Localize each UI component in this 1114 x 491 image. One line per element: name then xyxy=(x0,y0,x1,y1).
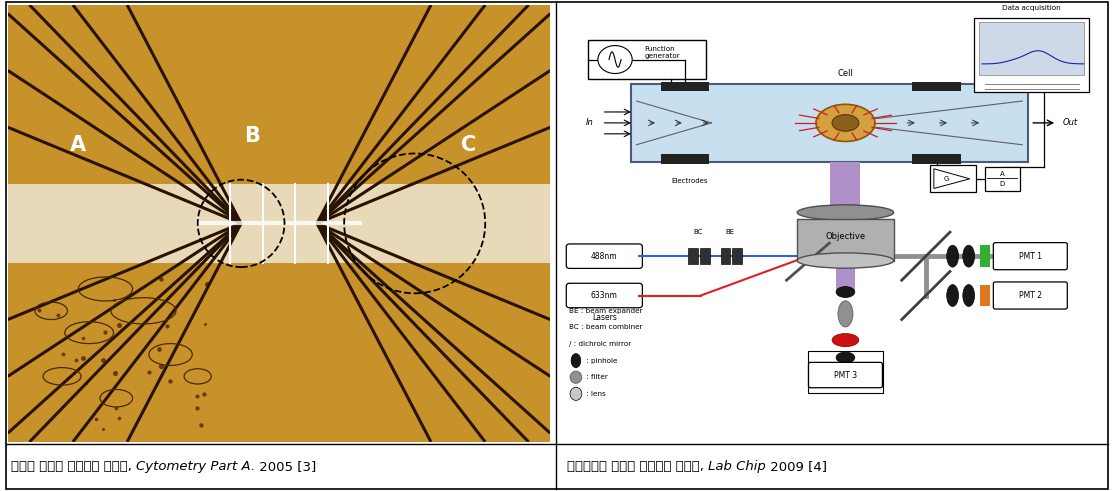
Ellipse shape xyxy=(832,333,859,347)
Bar xyxy=(661,154,709,164)
Text: G: G xyxy=(944,176,949,182)
Bar xyxy=(979,23,1084,75)
Bar xyxy=(830,162,860,213)
Polygon shape xyxy=(934,169,970,189)
Text: PMT 3: PMT 3 xyxy=(834,371,857,380)
Text: C: C xyxy=(461,135,477,155)
Text: B: B xyxy=(244,126,260,146)
Ellipse shape xyxy=(947,285,958,306)
Bar xyxy=(798,219,893,261)
Ellipse shape xyxy=(571,354,580,368)
Ellipse shape xyxy=(837,287,854,298)
Bar xyxy=(974,18,1089,92)
Text: 2005 [3]: 2005 [3] xyxy=(255,460,316,473)
Ellipse shape xyxy=(570,371,582,383)
Text: / : dichroic mirror: / : dichroic mirror xyxy=(569,341,632,347)
Text: 633nm: 633nm xyxy=(590,291,618,300)
Ellipse shape xyxy=(798,253,893,268)
FancyBboxPatch shape xyxy=(929,165,976,192)
Text: A: A xyxy=(999,171,1005,177)
Ellipse shape xyxy=(798,205,893,220)
Ellipse shape xyxy=(962,246,975,267)
Ellipse shape xyxy=(962,285,975,306)
Circle shape xyxy=(598,46,632,74)
Text: 비표지 방식의 유핵세포 분석칩,: 비표지 방식의 유핵세포 분석칩, xyxy=(11,460,136,473)
Text: 488nm: 488nm xyxy=(592,252,617,261)
Text: 형광측경이 가능한 유핵세포 분석칩,: 형광측경이 가능한 유핵세포 분석칩, xyxy=(567,460,709,473)
Bar xyxy=(808,351,883,392)
FancyBboxPatch shape xyxy=(994,282,1067,309)
FancyBboxPatch shape xyxy=(566,244,643,269)
Bar xyxy=(701,248,710,264)
Bar xyxy=(721,248,731,264)
Text: BE: BE xyxy=(725,229,735,235)
Ellipse shape xyxy=(815,104,874,141)
Text: 2009 [4]: 2009 [4] xyxy=(766,460,827,473)
Bar xyxy=(912,154,960,164)
Text: Function
generator: Function generator xyxy=(645,47,681,59)
Text: Cytometry Part A.: Cytometry Part A. xyxy=(136,460,255,473)
Ellipse shape xyxy=(837,352,854,363)
Text: BE : beam expander: BE : beam expander xyxy=(569,308,643,314)
Bar xyxy=(8,184,550,263)
Bar xyxy=(661,82,709,91)
Text: Out: Out xyxy=(1063,118,1077,127)
Bar xyxy=(588,40,706,79)
Text: In: In xyxy=(586,118,594,127)
FancyBboxPatch shape xyxy=(566,283,643,308)
Text: : pinhole: : pinhole xyxy=(585,357,618,364)
Bar xyxy=(980,246,990,267)
Bar xyxy=(912,82,960,91)
Ellipse shape xyxy=(832,114,859,131)
Bar xyxy=(632,83,1027,162)
Bar xyxy=(688,248,698,264)
Text: A: A xyxy=(70,135,87,155)
Text: BC: BC xyxy=(693,229,703,235)
Ellipse shape xyxy=(838,301,853,327)
Text: : filter: : filter xyxy=(585,374,608,380)
Bar xyxy=(836,261,856,291)
Bar xyxy=(732,248,742,264)
Text: Electrodes: Electrodes xyxy=(672,178,709,184)
Bar xyxy=(980,285,990,306)
Ellipse shape xyxy=(947,246,958,267)
FancyBboxPatch shape xyxy=(809,362,882,388)
Text: Lasers: Lasers xyxy=(592,313,617,322)
Text: Objective: Objective xyxy=(825,232,866,241)
Text: PMT 2: PMT 2 xyxy=(1019,291,1042,300)
Text: PMT 1: PMT 1 xyxy=(1019,252,1042,261)
Text: Lab Chip: Lab Chip xyxy=(709,460,766,473)
Text: Data acquisition: Data acquisition xyxy=(1003,5,1061,11)
Text: BC : beam combiner: BC : beam combiner xyxy=(569,325,643,330)
Bar xyxy=(985,166,1019,191)
Text: : lens: : lens xyxy=(585,391,606,397)
FancyBboxPatch shape xyxy=(994,243,1067,270)
Ellipse shape xyxy=(570,387,582,400)
Text: D: D xyxy=(999,181,1005,187)
Text: Cell: Cell xyxy=(838,69,853,79)
